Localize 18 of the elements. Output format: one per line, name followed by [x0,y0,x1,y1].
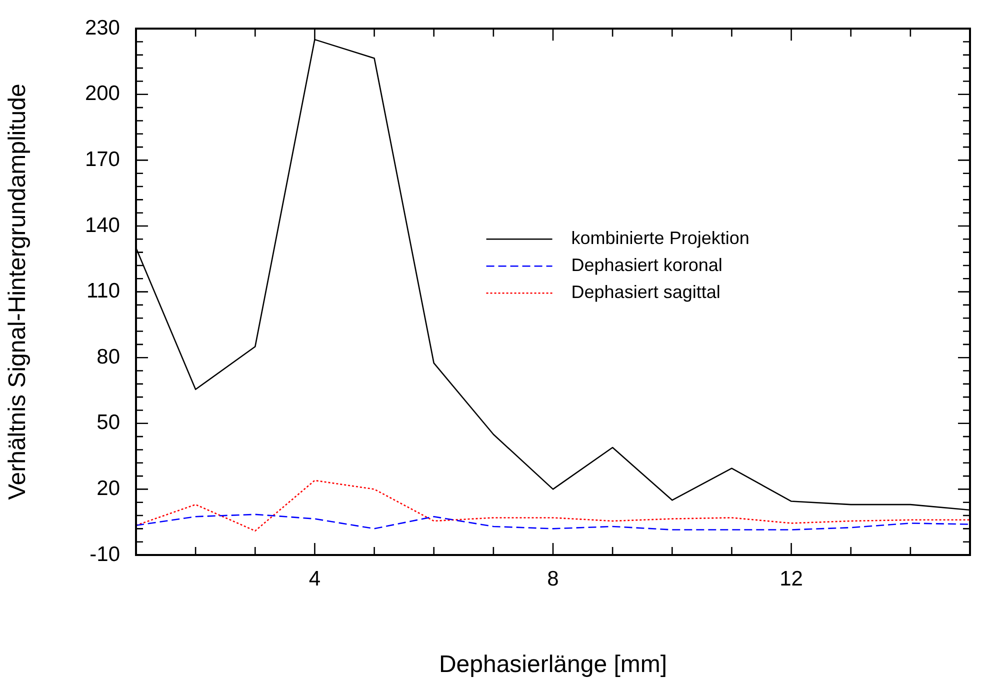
x-tick-label: 8 [547,567,559,590]
y-tick-label: 200 [84,82,120,106]
legend-label: Dephasiert sagittal [571,282,720,302]
legend-label: Dephasiert koronal [571,255,722,276]
legend-label: kombinierte Projektion [571,228,750,248]
y-tick-label: 50 [96,411,120,434]
y-tick-label: 80 [96,345,120,368]
y-tick-label: 140 [84,214,120,237]
y-axis-title: Verhältnis Signal-Hintergrundamplitude [4,84,32,500]
x-tick-label: 12 [780,567,803,590]
y-tick-label: 230 [84,16,120,40]
x-tick-label: 4 [308,567,321,590]
x-axis-title: Dephasierlänge [mm] [438,651,668,678]
y-tick-label: 110 [86,280,120,303]
y-tick-label: 20 [96,476,120,500]
y-tick-label: -10 [90,542,120,566]
y-tick-label: 170 [84,148,120,171]
line-series [136,514,970,530]
